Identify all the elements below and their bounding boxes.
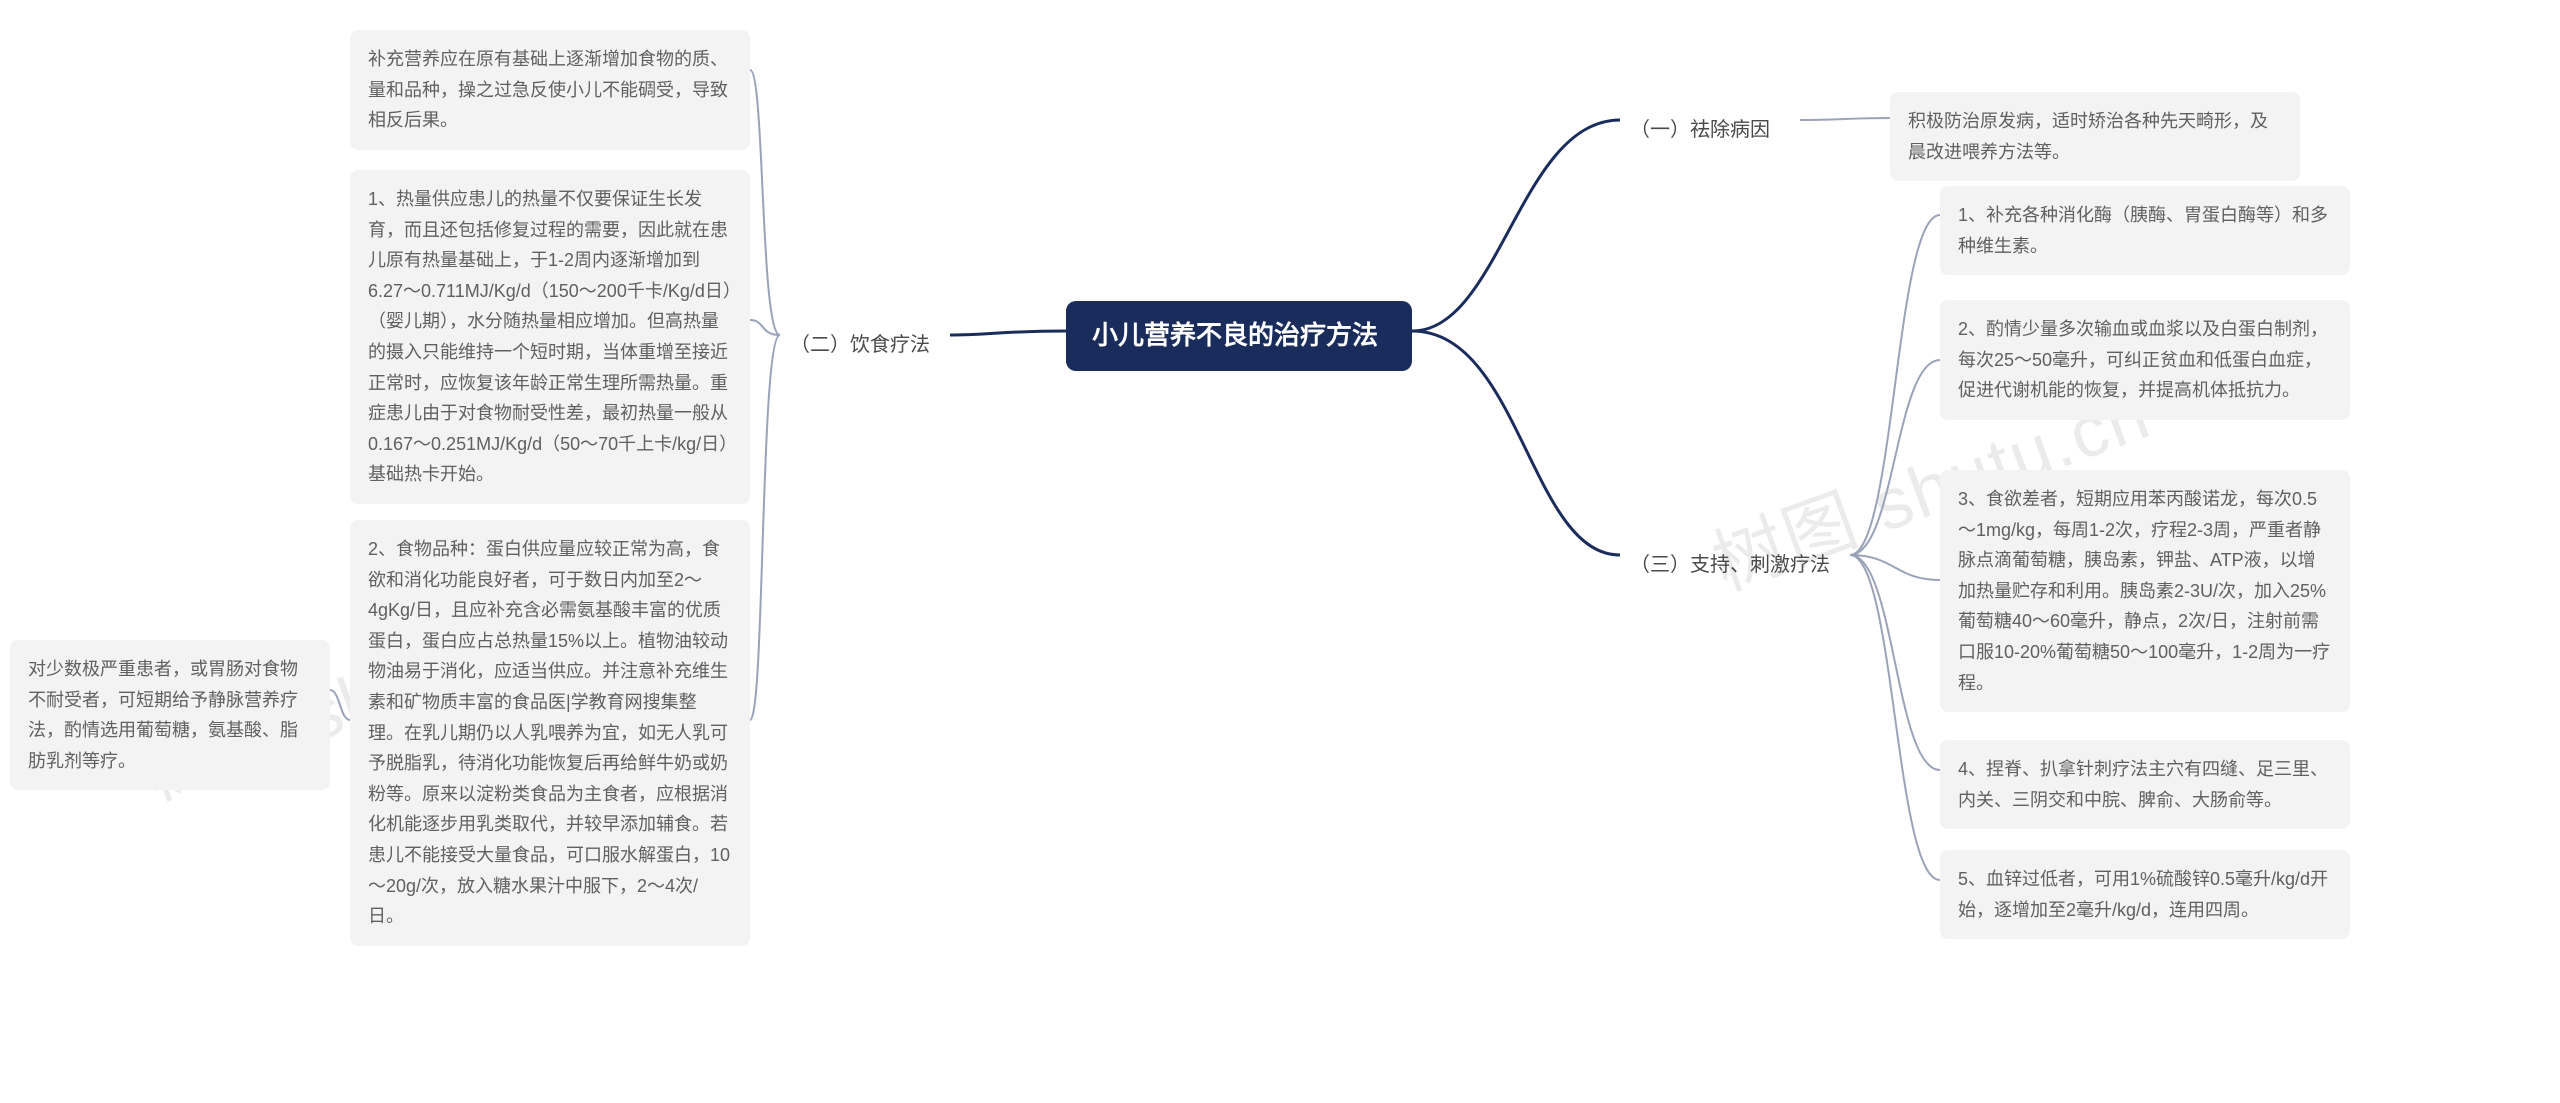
leaf-l2-1: 1、热量供应患儿的热量不仅要保证生长发育，而且还包括修复过程的需要，因此就在患儿… bbox=[350, 170, 750, 504]
leaf-l2-0: 补充营养应在原有基础上逐渐增加食物的质、量和品种，操之过急反使小儿不能碉受，导致… bbox=[350, 30, 750, 150]
branch-l2: （二）饮食疗法 bbox=[780, 320, 950, 370]
leaf-r1-0: 积极防治原发病，适时矫治各种先天畸形，及晨改进喂养方法等。 bbox=[1890, 92, 2300, 181]
center-node: 小儿营养不良的治疗方法 bbox=[1066, 301, 1412, 371]
leaf-r3-4: 5、血锌过低者，可用1%硫酸锌0.5毫升/kg/d开始，逐增加至2毫升/kg/d… bbox=[1940, 850, 2350, 939]
leaf-l2-2-sub: 对少数极严重患者，或胃肠对食物不耐受者，可短期给予静脉营养疗法，酌情选用葡萄糖，… bbox=[10, 640, 330, 790]
leaf-r3-2: 3、食欲差者，短期应用苯丙酸诺龙，每次0.5～1mg/kg，每周1-2次，疗程2… bbox=[1940, 470, 2350, 712]
branch-r1: （一）祛除病因 bbox=[1620, 105, 1800, 155]
leaf-r3-3: 4、捏脊、扒拿针刺疗法主穴有四缝、足三里、内关、三阴交和中脘、脾俞、大肠俞等。 bbox=[1940, 740, 2350, 829]
leaf-r3-1: 2、酌情少量多次输血或血浆以及白蛋白制剂，每次25～50毫升，可纠正贫血和低蛋白… bbox=[1940, 300, 2350, 420]
branch-r3: （三）支持、刺激疗法 bbox=[1620, 540, 1850, 590]
leaf-r3-0: 1、补充各种消化酶（胰酶、胃蛋白酶等）和多种维生素。 bbox=[1940, 186, 2350, 275]
leaf-l2-2: 2、食物品种：蛋白供应量应较正常为高，食欲和消化功能良好者，可于数日内加至2～4… bbox=[350, 520, 750, 946]
